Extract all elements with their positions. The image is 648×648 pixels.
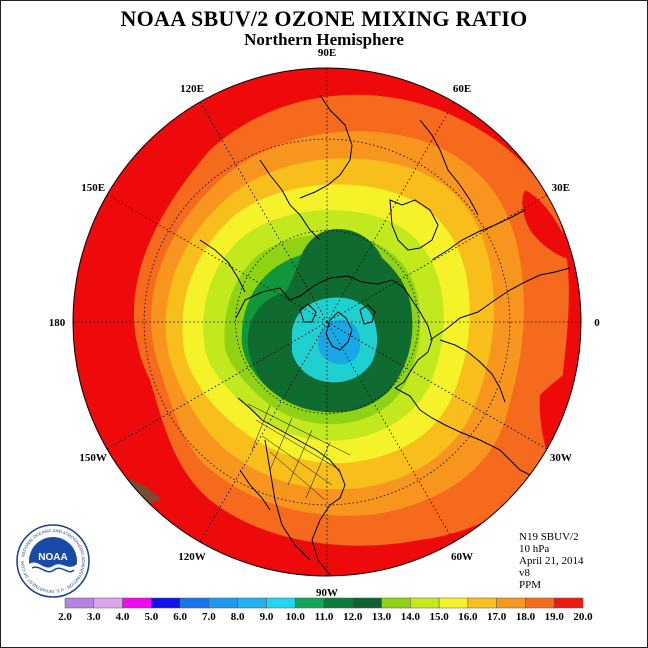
colorbar-swatch xyxy=(122,597,152,609)
noaa-logo: NOAA NATIONAL OCEANIC AND ATMOSPHERIC AD… xyxy=(14,520,90,603)
longitude-label: 90E xyxy=(318,47,336,59)
colorbar-swatch xyxy=(553,597,584,609)
colorbar-label: 2.0 xyxy=(58,611,72,623)
colorbar-swatch xyxy=(237,597,267,609)
map-boundary xyxy=(72,67,582,577)
colorbar-swatch xyxy=(467,597,497,609)
colorbar-label: 17.0 xyxy=(487,611,507,623)
info-version: v8 xyxy=(519,567,530,579)
ozone-field xyxy=(73,68,581,576)
colorbar-swatch xyxy=(266,597,296,609)
colorbar-label: 12.0 xyxy=(343,611,363,623)
colorbar-swatch xyxy=(93,597,123,609)
chart-title: NOAA SBUV/2 OZONE MIXING RATIO xyxy=(120,6,528,31)
colorbar-label: 13.0 xyxy=(372,611,392,623)
info-date: April 21, 2014 xyxy=(519,555,584,567)
latitude-circle xyxy=(143,138,511,506)
info-units: PPM xyxy=(519,579,542,591)
colorbar-label: 10.0 xyxy=(286,611,306,623)
red-patch-se xyxy=(539,360,578,470)
colorbar-label: 15.0 xyxy=(429,611,449,623)
colorbar-swatch xyxy=(410,597,440,609)
longitude-label: 30E xyxy=(552,182,570,194)
logo-text: NOAA xyxy=(38,552,67,563)
colorbar-label: 4.0 xyxy=(116,611,130,623)
state-borders xyxy=(247,403,351,501)
longitude-label: 120E xyxy=(180,83,204,95)
colorbar-swatch xyxy=(294,597,325,609)
colorbar-label: 9.0 xyxy=(260,611,274,623)
longitude-label: 150E xyxy=(81,182,105,194)
latitude-circle xyxy=(235,230,419,414)
colorbar-label: 16.0 xyxy=(458,611,478,623)
colorbar-label: 14.0 xyxy=(401,611,421,623)
colorbar-label: 18.0 xyxy=(516,611,536,623)
colorbar-label: 7.0 xyxy=(202,611,216,623)
colorbar-label: 19.0 xyxy=(545,611,565,623)
colorbar-label: 6.0 xyxy=(173,611,187,623)
longitude-label: 150W xyxy=(79,452,107,464)
longitude-label: 60E xyxy=(453,83,471,95)
colorbar-swatch xyxy=(179,597,210,609)
colorbar-swatch xyxy=(352,597,382,609)
colorbar: 2.0 3.0 4.0 5.0 6.0 7.0 8.0 9.0 10.0 11.0 12.0 13.0… xyxy=(58,597,593,623)
colorbar-label: 5.0 xyxy=(144,611,158,623)
colorbar-label: 8.0 xyxy=(231,611,245,623)
longitude-labels: 90E 60E 30E 0 30W 60W 90W 120W 150W 180 150E 120E xyxy=(49,47,601,599)
red-patch-east xyxy=(522,190,572,260)
colorbar-label: 11.0 xyxy=(315,611,334,623)
colorbar-swatch xyxy=(323,597,354,609)
band-9-10 xyxy=(317,319,361,365)
longitude-label: 60W xyxy=(451,551,473,563)
colorbar-swatch xyxy=(496,597,526,609)
longitude-label: 90W xyxy=(316,587,338,599)
lat-lon-grid xyxy=(73,68,581,576)
colorbar-swatch xyxy=(438,597,469,609)
colorbar-swatch xyxy=(208,597,238,609)
longitude-label: 120W xyxy=(178,551,206,563)
colorbar-swatch xyxy=(151,597,181,609)
colorbar-label: 3.0 xyxy=(87,611,101,623)
longitude-label: 0 xyxy=(594,317,600,329)
colorbar-label: 20.0 xyxy=(573,611,593,623)
colorbar-swatch xyxy=(381,597,411,609)
info-pressure: 10 hPa xyxy=(519,543,550,555)
longitude-label: 180 xyxy=(49,317,66,329)
info-satellite: N19 SBUV/2 xyxy=(519,531,579,543)
chart-subtitle: Northern Hemisphere xyxy=(244,30,404,49)
longitude-label: 30W xyxy=(550,452,572,464)
colorbar-swatch xyxy=(525,597,555,609)
